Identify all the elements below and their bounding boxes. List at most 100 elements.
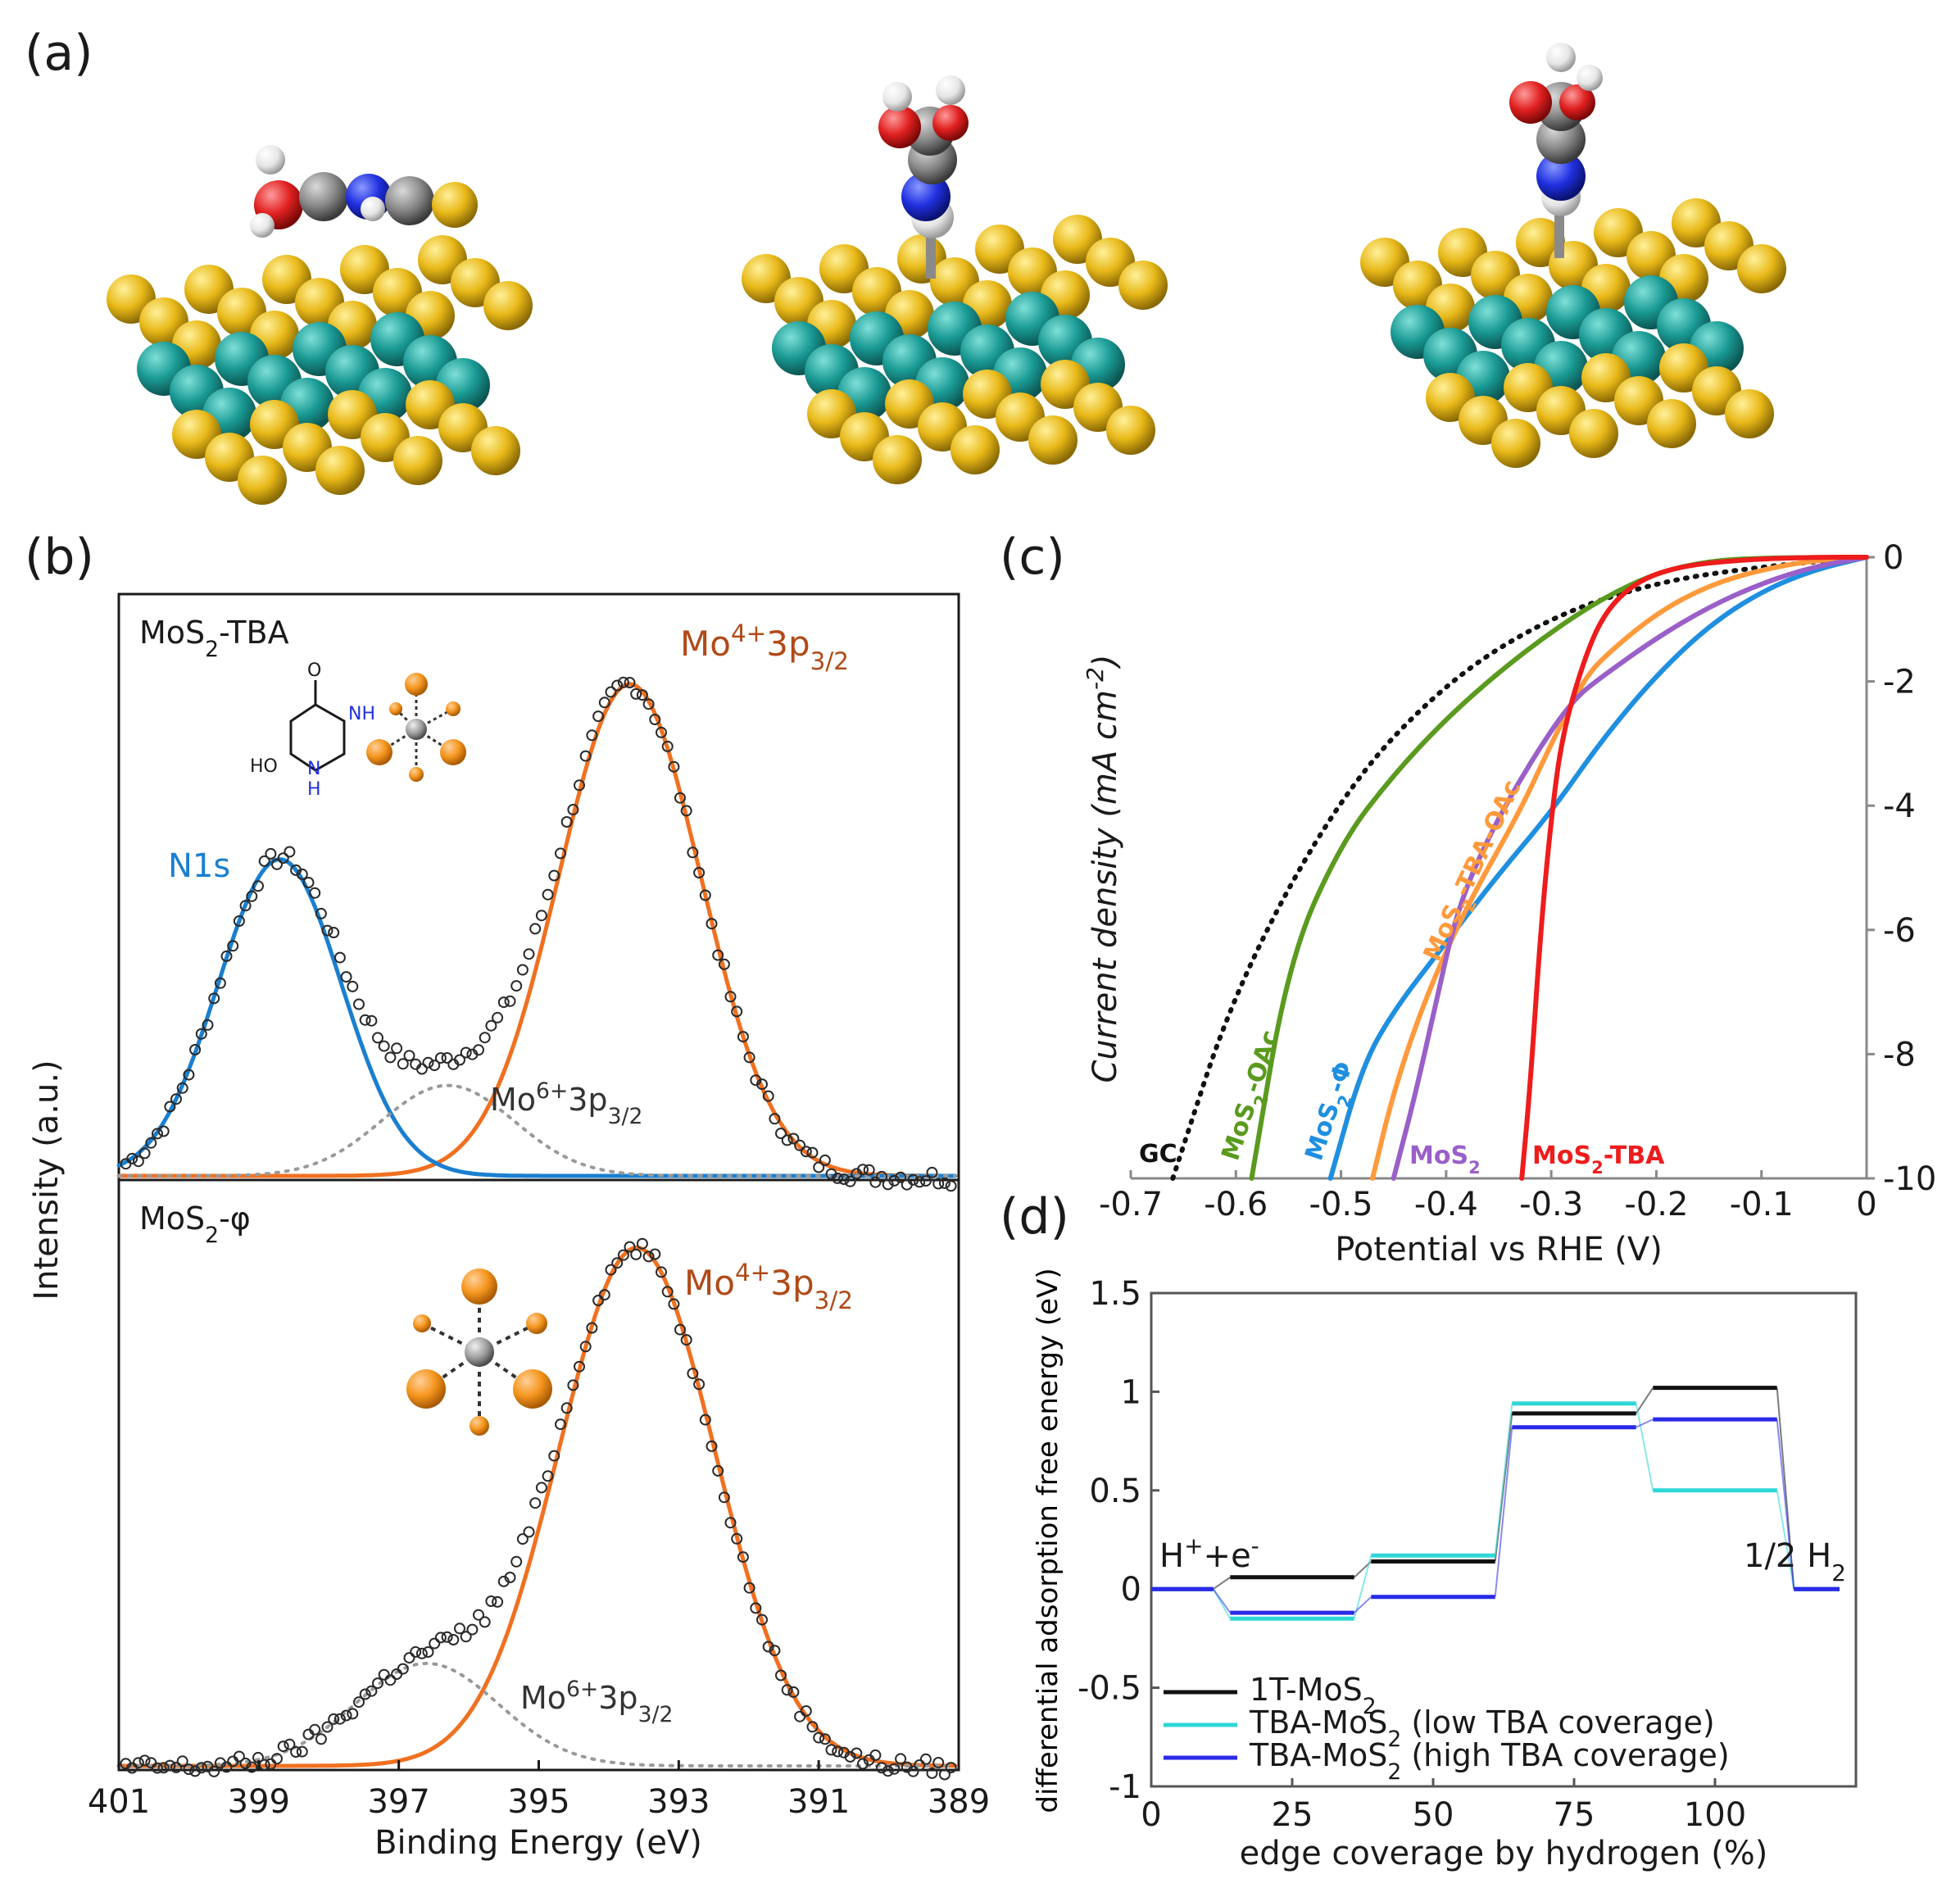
legend-entry: 1T-MoS2 [1250, 1672, 1377, 1719]
xps-data-point [296, 1745, 308, 1758]
xps-data-point [510, 1555, 523, 1568]
xps-data-point [825, 1744, 837, 1756]
xps-data-point [473, 1044, 484, 1056]
xps-data-point [372, 1677, 383, 1690]
sulfur-atom [393, 436, 442, 485]
xps-data-point [737, 1031, 749, 1043]
c-x-tick-label: -0.5 [1309, 1186, 1373, 1223]
xps-data-point [737, 1551, 749, 1564]
hydrogen-atom [256, 145, 285, 175]
xps-data-point [731, 1005, 743, 1018]
xps-data-point [214, 977, 226, 989]
c-x-tick-label: 0 [1856, 1186, 1876, 1223]
xps-data-point [800, 1705, 812, 1717]
xps-data-point [699, 1414, 711, 1426]
xps-data-point [157, 1762, 170, 1774]
xps-data-point [183, 1069, 195, 1081]
xps-data-point [781, 1684, 793, 1696]
xps-data-point [668, 1298, 680, 1310]
xps-data-point [271, 1753, 283, 1765]
xps-data-point [624, 677, 636, 688]
xps-data-point [302, 877, 315, 888]
xps-data-point [220, 1761, 233, 1773]
molybdenum-center [465, 1337, 494, 1367]
xps-data-point [630, 1248, 642, 1260]
series-label-mos2-tba: MoS2-TBA [1532, 1141, 1665, 1178]
xps-data-point [863, 1164, 875, 1176]
energy-connector [1636, 1418, 1654, 1428]
curve-mos2 [1391, 555, 1869, 1181]
panel-label-d: (d) [1000, 1188, 1069, 1246]
d-frame [1150, 1291, 1858, 1788]
xps-data-point [574, 1360, 585, 1373]
c-y-tick-label: 0 [1883, 539, 1903, 577]
xps-data-point [441, 1631, 453, 1643]
xps-data-point [876, 1170, 887, 1182]
mo6-peak-label: Mo6+3p3/2 [490, 1078, 642, 1129]
d-y-axis-label: differential adsorption free energy (eV) [1032, 1268, 1064, 1813]
xps-data-point [340, 971, 352, 983]
xps-data-point [284, 1738, 296, 1750]
xps-data-point [202, 1019, 214, 1031]
c-y-tick-label: -10 [1883, 1160, 1936, 1198]
xps-data-point [277, 1740, 289, 1753]
xps-data-point [882, 1178, 894, 1191]
energy-connector [1776, 1419, 1795, 1590]
xps-sample-label-tba: MoS2-TBA [139, 615, 289, 662]
free-energy-panel: 0 25 50 75 100 1.5 1 0.5 0 -0.5 -1 H++e- 1/2 H2 1T-Mo… [1032, 1268, 1858, 1872]
c-y-tick-label: -6 [1883, 912, 1916, 950]
xps-data-point [844, 1750, 856, 1763]
xps-sample-label-phi: MoS2-φ [139, 1200, 251, 1248]
c-y-axis-label: Current density (mA cm-2) [1082, 654, 1125, 1082]
xps-data-point [359, 1014, 371, 1026]
xps-data-point [611, 1257, 624, 1269]
ho-label: HO [250, 756, 278, 777]
series-label-mos2: MoS2 [1409, 1141, 1481, 1178]
xps-data-point [189, 1044, 202, 1055]
xps-data-point [504, 995, 516, 1007]
sulfur-ligand [389, 702, 402, 715]
xps-data-point [888, 1763, 901, 1775]
xps-data-point [926, 1767, 938, 1779]
xps-data-point [819, 1733, 831, 1745]
xps-data-point [605, 1264, 617, 1276]
hydrogen-atom [1577, 65, 1603, 91]
xps-data-point [208, 1765, 220, 1777]
sulfur-atom [432, 182, 478, 228]
xps-data-point [555, 847, 566, 860]
xps-data-point [769, 1113, 781, 1125]
xps-data-point [851, 1747, 863, 1759]
xps-data-point [642, 1250, 655, 1263]
xps-data-point [649, 714, 661, 725]
xps-data-point [756, 1078, 768, 1091]
xps-data-point [233, 1750, 245, 1763]
d-y-tick-label: -1 [1109, 1768, 1141, 1806]
xps-data-point [277, 852, 289, 865]
series-label-gc: GC [1139, 1140, 1177, 1169]
xps-data-point [441, 1052, 453, 1064]
xps-data-point [378, 1040, 390, 1052]
d-x-tick-label: 100 [1684, 1796, 1746, 1834]
xps-data-point [718, 1491, 730, 1504]
series-label-mos2-oac: MoS2-OAc [1216, 1027, 1292, 1166]
xps-data-point [762, 1641, 774, 1653]
xps-data-point [806, 1146, 819, 1159]
mo4-peak-label: Mo4+3p3/2 [680, 620, 849, 675]
energy-connector [1776, 1490, 1795, 1590]
xps-data-point [333, 1713, 346, 1725]
molecular-models [107, 43, 1786, 505]
c-y-tick-label: -4 [1883, 787, 1916, 825]
xps-data-point [661, 1286, 674, 1298]
xps-data-point [535, 910, 547, 922]
xps-data-point [574, 779, 585, 792]
xps-data-point [693, 1378, 706, 1391]
n-label: N [307, 759, 320, 779]
xps-data-point [642, 698, 655, 710]
xps-data-point [328, 927, 340, 938]
carbonyl-o-label: O [307, 660, 321, 681]
sulfur-ligand [409, 767, 424, 782]
xps-data-point [284, 846, 296, 858]
xps-data-point [535, 1482, 547, 1494]
xps-data-point [813, 1161, 825, 1173]
xps-data-point [176, 1755, 188, 1768]
